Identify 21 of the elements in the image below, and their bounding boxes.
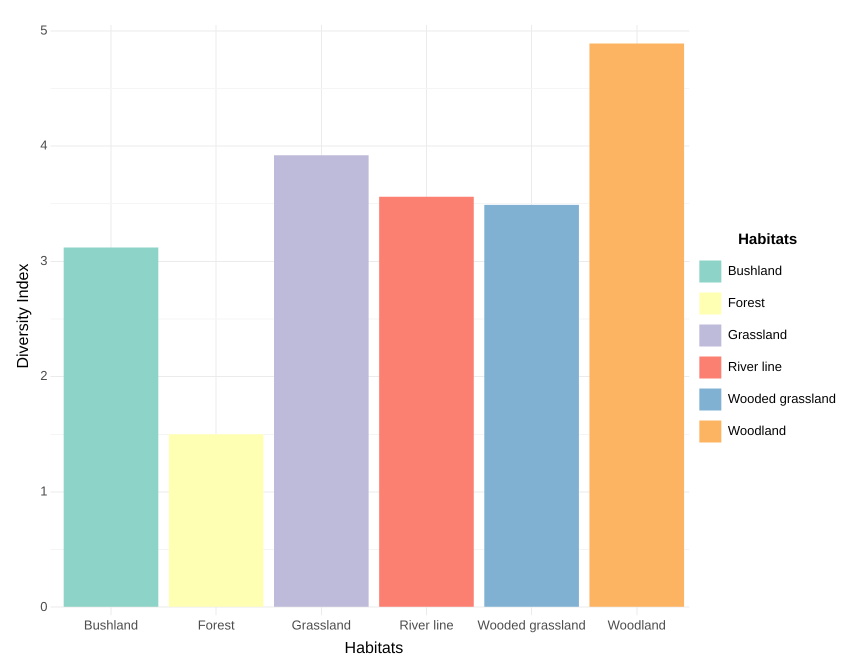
legend-label: Woodland [728,423,786,438]
x-tick-label: Bushland [84,618,138,633]
legend-label: Bushland [728,263,782,278]
y-tick-label: 3 [40,252,48,268]
y-tick-label: 1 [40,483,48,498]
y-tick-label: 2 [40,368,48,384]
y-tick-label: 0 [40,598,48,614]
legend-title: Habitats [738,231,798,248]
legend-label: River line [728,359,782,374]
x-axis-title: Habitats [344,640,404,657]
x-tick-label: Grassland [292,618,351,633]
legend-label: Grassland [728,327,788,342]
legend-label: Forest [728,295,766,310]
y-axis-title: Diversity Index [15,264,32,369]
y-tick-label: 5 [40,22,48,38]
x-tick-label: Forest [198,618,235,633]
x-tick-label: Woodland [608,618,666,633]
y-tick-label: 4 [40,138,48,153]
x-tick-label: River line [399,618,454,633]
x-tick-label: Wooded grassland [478,618,586,633]
legend-label: Wooded grassland [728,391,836,406]
